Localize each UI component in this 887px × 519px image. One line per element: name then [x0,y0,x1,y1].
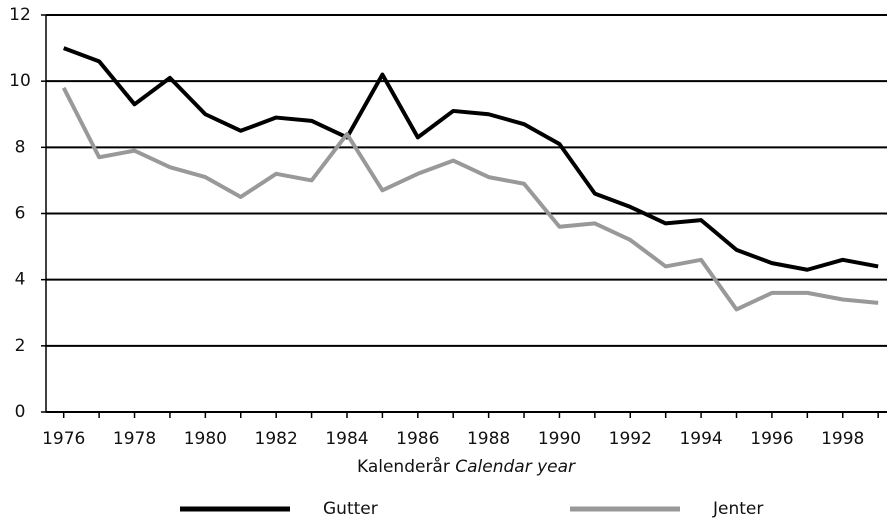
line-series [63,46,879,272]
x-tick-label: 1992 [609,429,652,449]
x-tick-label: 1994 [679,429,722,449]
y-tick-label: 6 [15,204,26,224]
y-tick-label: 4 [15,270,26,290]
y-tick-label: 2 [15,336,26,356]
line-series [61,86,879,312]
y-tick-label: 10 [9,71,31,91]
x-tick-label: 1978 [113,429,156,449]
legend-label: Gutter [323,499,378,519]
x-tick-label: 1976 [42,429,85,449]
x-label-en: Calendar year [455,457,576,477]
x-axis-label: Kalenderår Calendar year [357,456,576,477]
x-tick-label: 1988 [467,429,510,449]
x-tick-label: 1986 [396,429,439,449]
x-tick-label: 1996 [750,429,793,449]
y-tick-label: 12 [9,5,31,25]
x-tick-label: 1998 [821,429,864,449]
x-tick-label: 1982 [255,429,298,449]
y-tick-label: 0 [15,402,26,422]
x-tick-label: 1980 [184,429,227,449]
x-label-no: Kalenderår [357,456,450,477]
y-tick-label: 8 [15,137,26,157]
x-tick-label: 1990 [538,429,581,449]
x-tick-label: 1984 [325,429,368,449]
legend-label: Jenter [712,499,763,519]
